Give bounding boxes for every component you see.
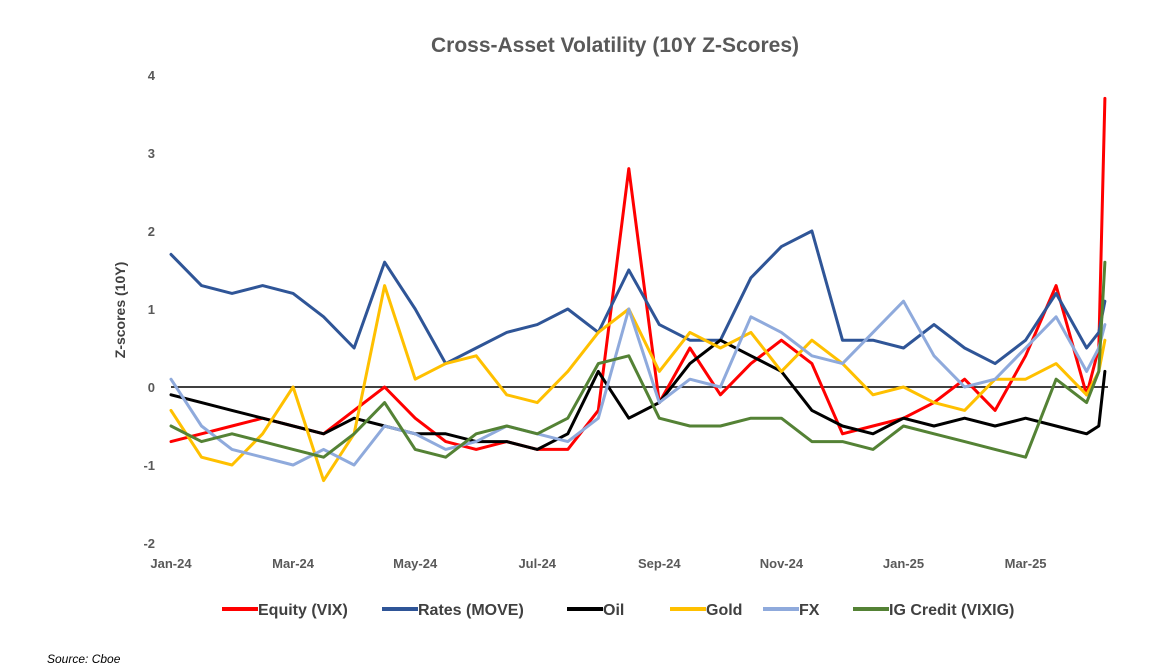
x-tick-label: Jul-24 [518, 556, 556, 571]
y-tick-label: 0 [148, 380, 155, 395]
series-line-ig-credit-vixig [169, 260, 1107, 459]
y-tick-label: 1 [148, 302, 155, 317]
x-tick-label: Mar-25 [1005, 556, 1047, 571]
y-tick-label: -2 [143, 536, 155, 551]
source-note: Source: Cboe [47, 652, 121, 666]
x-tick-label: Mar-24 [272, 556, 315, 571]
x-tick-label: May-24 [393, 556, 438, 571]
legend: Equity (VIX) Rates (MOVE) Oil Gold FX IG Cred… [222, 602, 1014, 619]
series-line-fx [169, 299, 1107, 467]
y-axis-label: Z-scores (10Y) [112, 262, 128, 358]
legend-label: Gold [706, 602, 742, 619]
series-line-oil [169, 338, 1107, 451]
x-tick-label: Sep-24 [638, 556, 681, 571]
y-tick-label: 2 [148, 224, 155, 239]
x-tick-label: Jan-25 [883, 556, 924, 571]
chart-title: Cross-Asset Volatility (10Y Z-Scores) [431, 34, 799, 57]
series-line-gold [169, 284, 1107, 483]
series-lines [169, 96, 1107, 483]
legend-label: Rates (MOVE) [418, 602, 524, 619]
y-tick-label: 4 [148, 68, 156, 83]
legend-label: Oil [603, 602, 624, 619]
x-tick-labels: Jan-24 Mar-24 May-24 Jul-24 Sep-24 Nov-24 Jan-… [150, 556, 1046, 571]
series-line-rates-move [169, 229, 1107, 366]
x-tick-label: Nov-24 [760, 556, 804, 571]
y-tick-label: 3 [148, 146, 155, 161]
legend-label: Equity (VIX) [258, 602, 348, 619]
legend-label: IG Credit (VIXIG) [889, 602, 1014, 619]
y-tick-labels: -2 -1 0 1 2 3 4 [143, 68, 155, 551]
series-line-equity-vix [169, 96, 1107, 451]
x-tick-label: Jan-24 [150, 556, 192, 571]
legend-label: FX [799, 602, 820, 619]
y-tick-label: -1 [143, 458, 155, 473]
